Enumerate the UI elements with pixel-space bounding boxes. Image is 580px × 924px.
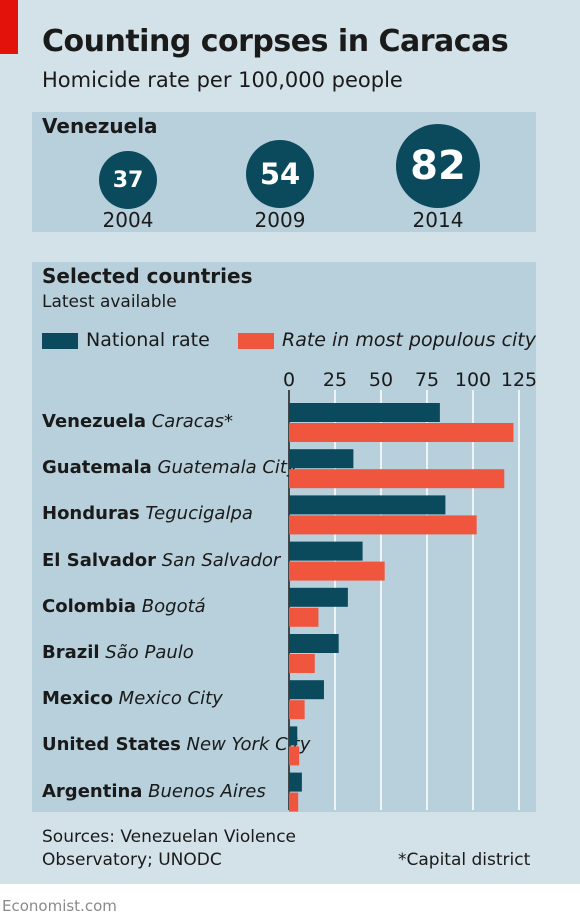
bar-national-2 xyxy=(289,495,446,515)
country-name: Brazil xyxy=(42,642,100,663)
country-name: United States xyxy=(42,734,181,756)
chart-title: Counting corpses in Caracas xyxy=(42,24,509,59)
bar-city-6 xyxy=(289,700,305,720)
legend-swatch-city xyxy=(238,333,274,349)
footer-bar xyxy=(0,884,580,924)
city-name: Caracas* xyxy=(146,411,234,432)
bar-national-6 xyxy=(289,680,324,700)
tick-label-25: 25 xyxy=(323,369,347,391)
selected-panel xyxy=(32,262,536,812)
bar-city-4 xyxy=(289,607,319,627)
year-2009: 2009 xyxy=(254,208,306,232)
bubble-2014: 82 xyxy=(396,124,480,208)
tick-label-100: 100 xyxy=(455,369,491,391)
country-name: El Salvador xyxy=(42,549,157,571)
footnote: *Capital district xyxy=(398,850,531,870)
country-name: Honduras xyxy=(42,503,140,525)
sources-line-2: Observatory; UNODC xyxy=(42,850,222,870)
legend-label-national: National rate xyxy=(86,329,210,351)
bar-national-7 xyxy=(289,726,298,746)
year-2004: 2004 xyxy=(102,208,154,232)
bar-city-8 xyxy=(289,792,299,812)
legend-label-city: Rate in most populous city xyxy=(282,329,536,351)
row-label-2: Honduras Tegucigalpa xyxy=(42,503,253,525)
bar-city-2 xyxy=(289,515,477,535)
year-2014: 2014 xyxy=(412,208,464,232)
country-name: Guatemala xyxy=(42,457,152,479)
row-label-7: United States New York City xyxy=(42,734,310,756)
sources: Sources: Venezuelan Violence Observatory… xyxy=(42,826,296,872)
bar-national-1 xyxy=(289,449,354,469)
bar-city-7 xyxy=(289,746,300,766)
city-name: San Salvador xyxy=(156,549,281,571)
bar-national-0 xyxy=(289,403,440,422)
country-name: Argentina xyxy=(42,780,143,802)
city-name: Buenos Aires xyxy=(142,780,266,802)
bar-city-0 xyxy=(289,423,514,442)
city-name: Guatemala City xyxy=(151,457,298,479)
bar-national-4 xyxy=(289,587,348,607)
bar-national-8 xyxy=(289,772,302,792)
bubble-2009: 54 xyxy=(246,140,314,208)
selected-subtitle: Latest available xyxy=(42,292,177,312)
brand-footer: Economist.com xyxy=(2,897,117,915)
row-label-0: Venezuela Caracas* xyxy=(42,411,233,433)
country-name: Venezuela xyxy=(42,411,146,432)
brand-red-tag xyxy=(0,0,18,54)
city-name: New York City xyxy=(180,734,311,756)
tick-label-0: 0 xyxy=(283,369,295,391)
bar-city-5 xyxy=(289,654,315,673)
row-label-1: Guatemala Guatemala City xyxy=(42,457,298,479)
selected-title: Selected countries xyxy=(42,264,253,288)
country-name: Mexico xyxy=(42,688,113,710)
bar-national-5 xyxy=(289,634,339,653)
bar-national-3 xyxy=(289,541,363,561)
row-label-4: Colombia Bogotá xyxy=(42,596,206,618)
sources-line-1: Sources: Venezuelan Violence xyxy=(42,827,296,847)
city-name: Bogotá xyxy=(136,595,206,617)
tick-label-125: 125 xyxy=(501,369,537,391)
country-name: Colombia xyxy=(42,595,137,617)
city-name: Mexico City xyxy=(112,688,223,710)
legend-swatch-national xyxy=(42,333,78,349)
tick-label-75: 75 xyxy=(415,369,439,391)
row-label-5: Brazil São Paulo xyxy=(42,642,194,664)
city-name: Tegucigalpa xyxy=(139,503,253,525)
row-label-6: Mexico Mexico City xyxy=(42,688,223,710)
bar-city-3 xyxy=(289,561,385,581)
row-label-8: Argentina Buenos Aires xyxy=(42,781,266,803)
bubble-2004: 37 xyxy=(99,151,157,209)
city-name: São Paulo xyxy=(99,642,194,663)
chart-subtitle: Homicide rate per 100,000 people xyxy=(42,68,403,92)
venezuela-label: Venezuela xyxy=(42,114,158,138)
bar-city-1 xyxy=(289,469,505,489)
tick-label-50: 50 xyxy=(369,369,393,391)
row-label-3: El Salvador San Salvador xyxy=(42,550,280,572)
